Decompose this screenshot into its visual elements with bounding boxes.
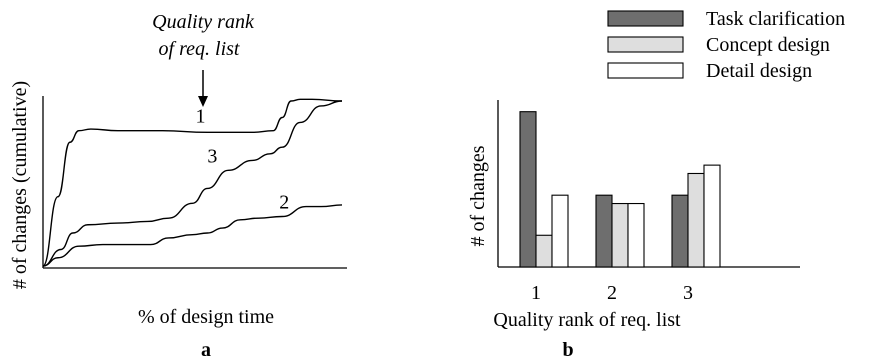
panel-b-x-axis-label: Quality rank of req. list [493, 309, 681, 331]
bar-2-1 [535, 234, 553, 268]
series-label-3: 3 [207, 145, 217, 167]
panel-a-x-axis-label: % of design time [138, 306, 274, 328]
bar-3-3 [703, 164, 721, 268]
line-series-1 [42, 98, 343, 267]
panel-a-label: a [201, 339, 211, 361]
bar-1-1 [519, 111, 537, 268]
line-series-2 [42, 204, 343, 267]
panel-a-lines [42, 98, 343, 267]
bar-3-1 [551, 194, 569, 268]
panel-b-bars [519, 111, 721, 268]
panel-b-legend: Task clarification Concept design Detail d… [607, 8, 845, 82]
panel-b-label: b [562, 339, 573, 361]
series-label-1: 1 [195, 105, 205, 127]
category-label-3: 3 [683, 282, 693, 304]
legend-label-1: Task clarification [706, 8, 845, 30]
panel-b-category-labels: 1 2 3 [531, 282, 693, 304]
panel-b-y-axis-label: # of changes [467, 145, 489, 246]
bar-1-3 [671, 194, 689, 268]
bar-3-2 [627, 202, 645, 268]
bar-2-3 [687, 172, 705, 268]
legend-label-2: Concept design [706, 34, 830, 56]
bar-2-2 [611, 202, 629, 268]
category-label-2: 2 [607, 282, 617, 304]
category-label-1: 1 [531, 282, 541, 304]
legend-swatch-3 [607, 62, 684, 79]
bar-1-2 [595, 194, 613, 268]
line-series-3 [42, 100, 343, 267]
series-label-2: 2 [279, 192, 289, 214]
panel-b: 1 2 3 Task clarification Concept design Deta… [467, 8, 845, 361]
panel-a-y-axis-label: # of changes (cumulative) [9, 81, 31, 289]
panel-a: 13 2 Quality rank of req. list % of desig… [9, 11, 347, 361]
panel-a-series-labels: 13 2 [195, 105, 289, 213]
panel-a-annotation-line2: of req. list [159, 38, 240, 60]
legend-swatch-1 [607, 10, 684, 27]
panel-a-annotation-arrow-head [198, 96, 208, 107]
panel-a-annotation-line1: Quality rank [152, 11, 255, 33]
legend-swatch-2 [607, 36, 684, 53]
legend-label-3: Detail design [706, 60, 812, 82]
